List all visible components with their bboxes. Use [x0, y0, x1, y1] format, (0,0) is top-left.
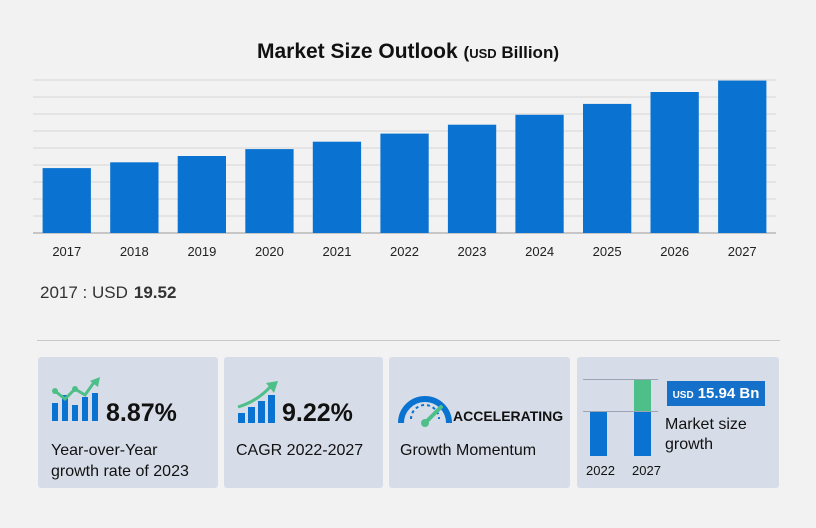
- x-tick-2022: 2022: [390, 244, 419, 259]
- first-year-label: 2017 : USD: [40, 283, 128, 302]
- bar-2023: [447, 124, 497, 233]
- x-tick-2019: 2019: [187, 244, 216, 259]
- mini-bar-2022: [590, 412, 607, 456]
- bar-2022: [380, 133, 429, 233]
- chart-unit: (USD Billion): [463, 43, 560, 62]
- bar-series: [42, 80, 767, 234]
- mini-bar-2027: [634, 380, 651, 411]
- bar-2019: [177, 156, 226, 233]
- chart-title-text: Market Size Outlook: [256, 40, 458, 63]
- yoy-metric: 8.87%: [106, 399, 177, 427]
- growth-caption-line2: growth: [665, 436, 714, 453]
- section-divider: [37, 340, 780, 341]
- x-tick-2024: 2024: [525, 244, 554, 259]
- first-year-number: 19.52: [133, 283, 177, 302]
- momentum-metric: ACCELERATING: [453, 408, 564, 424]
- x-tick-2026: 2026: [660, 244, 689, 259]
- x-tick-2023: 2023: [458, 244, 487, 259]
- bar-chart: 2017 2018 2019 2020 2021 2022 2023 2024 2025 2026…: [33, 79, 776, 259]
- growth-caption: Market size growth: [665, 415, 747, 455]
- yoy-card: 8.87% Year-over-Year growth rate of 2023: [38, 357, 218, 488]
- mini-bar-2027-base: [634, 412, 651, 456]
- bar-2024: [515, 114, 564, 233]
- growth-card: 2022 2027 USD 15.94 Bn Market size growth: [577, 357, 779, 488]
- chart-unit-prefix: USD: [469, 46, 497, 61]
- bar-2026: [650, 92, 699, 233]
- cagr-metric: 9.22%: [282, 399, 353, 427]
- mini-label-end: 2027: [632, 463, 661, 478]
- bar-2021: [312, 141, 362, 233]
- growth-badge-unit: USD: [672, 390, 694, 401]
- x-tick-2017: 2017: [52, 244, 81, 259]
- growth-mini-chart: [583, 379, 658, 456]
- momentum-caption: Growth Momentum: [400, 442, 537, 459]
- bar-2025: [583, 103, 632, 234]
- growth-badge-value: 15.94 Bn: [697, 385, 760, 402]
- growth-badge: USD 15.94 Bn: [667, 381, 765, 406]
- yoy-caption: Year-over-Year growth rate of 2023: [51, 440, 189, 482]
- x-tick-2020: 2020: [255, 244, 284, 259]
- yoy-caption-line2: growth rate of 2023: [51, 463, 189, 480]
- x-axis-ticks: 2017 2018 2019 2020 2021 2022 2023 2024 2025 2026…: [52, 244, 756, 259]
- x-tick-2027: 2027: [728, 244, 757, 259]
- speedometer-icon: [398, 396, 452, 427]
- mini-label-start: 2022: [586, 463, 615, 478]
- bar-2027: [718, 80, 767, 233]
- chart-title: Market Size Outlook (USD Billion): [0, 40, 816, 64]
- cagr-caption: CAGR 2022-2027: [236, 442, 364, 459]
- x-tick-2018: 2018: [120, 244, 149, 259]
- yoy-caption-line1: Year-over-Year: [51, 442, 158, 459]
- bar-2018: [110, 162, 159, 233]
- bar-2020: [245, 149, 294, 233]
- bar-2017: [42, 168, 91, 233]
- chart-unit-text: Billion: [501, 43, 554, 62]
- rising-bars-icon: [237, 381, 278, 423]
- growth-caption-line1: Market size: [665, 416, 747, 433]
- cagr-card: 9.22% CAGR 2022-2027: [224, 357, 383, 488]
- bar-growth-icon: [52, 377, 100, 421]
- momentum-card: ACCELERATING Growth Momentum: [389, 357, 570, 488]
- x-tick-2025: 2025: [593, 244, 622, 259]
- x-tick-2021: 2021: [323, 244, 352, 259]
- first-year-value: 2017 : USD 19.52: [40, 283, 176, 303]
